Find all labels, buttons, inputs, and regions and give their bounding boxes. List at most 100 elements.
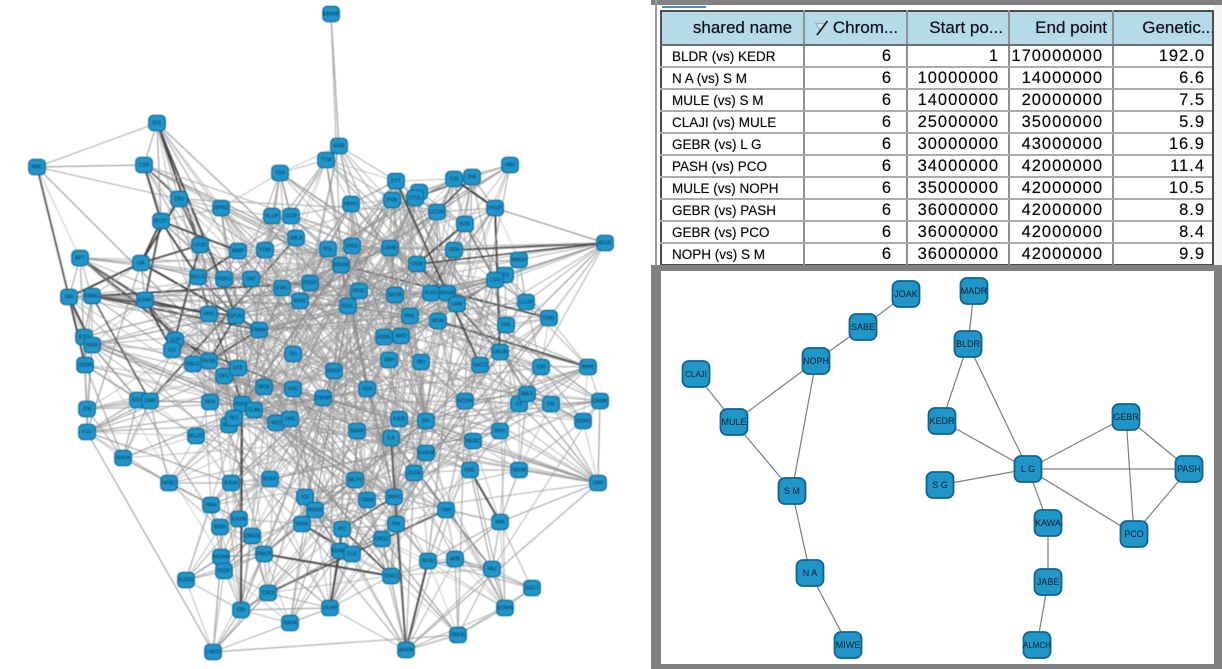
svg-text:RCDH: RCDH	[458, 399, 473, 405]
svg-text:NSL: NSL	[323, 247, 333, 253]
svg-text:IUEB: IUEB	[393, 417, 405, 423]
svg-text:IJA: IJA	[137, 261, 145, 267]
svg-text:FIE: FIE	[547, 402, 555, 408]
svg-text:L G: L G	[1021, 464, 1035, 474]
svg-text:FEH: FEH	[449, 248, 459, 254]
svg-text:MCPI: MCPI	[349, 478, 362, 484]
svg-text:MIWE: MIWE	[836, 640, 861, 650]
svg-text:PDDP: PDDP	[303, 281, 318, 287]
svg-text:WAW: WAW	[296, 522, 309, 528]
svg-text:JWHC: JWHC	[387, 495, 402, 501]
svg-text:ENSI: ENSI	[346, 244, 358, 250]
svg-text:ETO: ETO	[79, 335, 89, 341]
svg-text:EBLO: EBLO	[186, 362, 199, 368]
svg-text:NNC: NNC	[32, 165, 43, 171]
svg-text:LLCH: LLCH	[520, 300, 533, 306]
svg-text:IDGP: IDGP	[218, 569, 231, 575]
svg-text:EMWB: EMWB	[323, 12, 339, 18]
svg-text:APB: APB	[450, 557, 461, 563]
svg-text:UDSB: UDSB	[78, 363, 93, 369]
svg-text:TJS: TJS	[450, 177, 460, 183]
svg-text:CROI: CROI	[262, 591, 275, 597]
svg-text:KLUP: KLUP	[265, 214, 279, 220]
svg-text:DTT: DTT	[391, 179, 401, 185]
svg-text:MMP: MMP	[232, 249, 244, 255]
svg-text:DWNP: DWNP	[315, 396, 331, 402]
svg-text:OEN: OEN	[362, 387, 373, 393]
svg-text:TKI: TKI	[289, 352, 297, 358]
svg-text:HNC: HNC	[288, 387, 299, 393]
svg-text:SBH: SBH	[384, 358, 395, 364]
svg-text:BGCG: BGCG	[191, 275, 206, 281]
svg-text:ICE: ICE	[301, 495, 310, 501]
svg-text:RGJO: RGJO	[189, 434, 203, 440]
svg-text:TWH: TWH	[440, 508, 452, 514]
svg-text:HGHW: HGHW	[213, 555, 229, 561]
svg-text:LFUD: LFUD	[193, 243, 206, 249]
svg-text:LMHE: LMHE	[383, 246, 398, 252]
svg-text:HPG: HPG	[204, 312, 215, 318]
svg-text:CUE: CUE	[347, 552, 358, 558]
svg-text:OAMK: OAMK	[593, 399, 608, 405]
svg-text:IBD: IBD	[417, 360, 426, 366]
svg-text:IGJ: IGJ	[168, 348, 176, 354]
svg-text:RGB: RGB	[334, 144, 346, 150]
svg-text:RJGH: RJGH	[116, 456, 130, 462]
svg-text:S M: S M	[784, 486, 800, 496]
svg-text:EFE: EFE	[233, 366, 243, 372]
svg-text:IOR: IOR	[537, 365, 546, 371]
svg-text:FGJ: FGJ	[82, 430, 92, 436]
svg-text:UCDR: UCDR	[430, 210, 445, 216]
svg-text:PIC: PIC	[338, 527, 347, 533]
svg-text:SDL: SDL	[152, 121, 162, 127]
svg-text:RPH: RPH	[495, 429, 506, 435]
svg-text:RERR: RERR	[308, 508, 323, 514]
svg-text:FDKU: FDKU	[217, 277, 231, 283]
svg-text:JMLA: JMLA	[290, 236, 303, 242]
svg-text:PIA: PIA	[392, 522, 401, 528]
svg-text:CRSC: CRSC	[375, 537, 390, 543]
svg-text:RPKO: RPKO	[214, 206, 228, 212]
svg-text:UHC: UHC	[285, 417, 296, 423]
svg-text:HFHC: HFHC	[344, 202, 358, 208]
svg-text:ALMCH: ALMCH	[1023, 641, 1051, 650]
svg-text:NOPH: NOPH	[803, 356, 829, 366]
svg-text:DAT: DAT	[246, 277, 256, 283]
svg-text:URUR: URUR	[493, 350, 508, 356]
svg-text:WCIR: WCIR	[388, 293, 402, 299]
svg-text:PWL: PWL	[405, 314, 416, 320]
svg-text:DFI: DFI	[422, 419, 430, 425]
svg-text:KNGL: KNGL	[235, 402, 249, 408]
svg-text:BLDR: BLDR	[956, 339, 981, 349]
svg-text:RJUH: RJUH	[224, 481, 238, 487]
svg-text:GGCT: GGCT	[525, 586, 539, 592]
svg-text:RHRI: RHRI	[582, 365, 594, 371]
svg-text:UMK: UMK	[592, 481, 604, 487]
svg-text:AWD: AWD	[395, 334, 407, 340]
svg-text:LMKD: LMKD	[206, 650, 220, 656]
svg-text:PPJC: PPJC	[353, 289, 366, 295]
svg-text:WHUG: WHUG	[439, 291, 455, 297]
svg-text:BUWW: BUWW	[332, 549, 349, 555]
svg-text:MULE: MULE	[721, 417, 746, 427]
svg-text:FFE: FFE	[501, 323, 511, 329]
svg-text:NCI: NCI	[230, 416, 239, 422]
svg-text:S G: S G	[932, 480, 948, 490]
svg-text:PMCP: PMCP	[257, 552, 272, 558]
svg-text:MMDP: MMDP	[511, 258, 527, 264]
svg-text:PSN: PSN	[387, 198, 398, 204]
svg-text:CCIP: CCIP	[285, 214, 298, 220]
svg-text:TDH: TDH	[275, 171, 286, 177]
svg-text:SDL: SDL	[500, 273, 510, 279]
svg-text:GPUU: GPUU	[229, 314, 244, 320]
svg-text:DMP: DMP	[144, 399, 156, 405]
svg-text:LAAI: LAAI	[452, 302, 463, 308]
svg-text:TBMA: TBMA	[360, 498, 375, 504]
svg-text:TTM: TTM	[321, 158, 331, 164]
svg-text:GEBR: GEBR	[1113, 412, 1139, 422]
svg-text:JOAK: JOAK	[894, 289, 918, 299]
svg-text:BAAR: BAAR	[350, 429, 364, 435]
svg-text:CLAK: CLAK	[247, 408, 261, 414]
svg-text:OAIL: OAIL	[464, 468, 476, 474]
svg-text:DOAK: DOAK	[576, 419, 591, 425]
